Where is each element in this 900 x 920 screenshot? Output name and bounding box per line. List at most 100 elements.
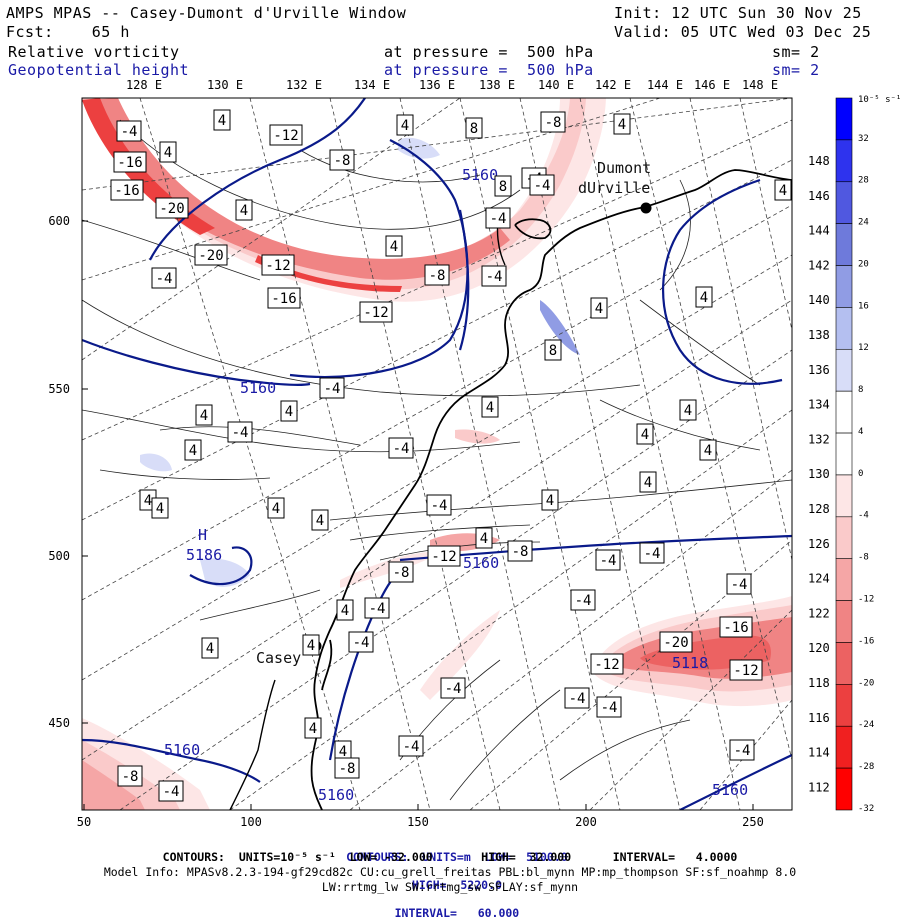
vorticity-label: -4 — [729, 739, 755, 761]
left-tick-label: 450 — [48, 716, 70, 730]
right-lon-label: 130 E — [808, 467, 844, 481]
colorbar-label: -32 — [858, 804, 874, 814]
svg-text:4: 4 — [307, 638, 315, 654]
grid-line — [329, 98, 501, 810]
svg-text:4: 4 — [285, 404, 293, 420]
vorticity-label: 4 — [159, 141, 177, 163]
vorticity-label: 4 — [636, 423, 654, 445]
vorticity-label: -8 — [507, 540, 533, 562]
colorbar-swatch — [835, 516, 853, 560]
vorticity-label: -12 — [427, 545, 461, 567]
vorticity-label: -4 — [529, 174, 555, 196]
vorticity-label: -20 — [659, 631, 693, 653]
colorbar-swatch — [835, 684, 853, 727]
svg-text:8: 8 — [549, 343, 557, 359]
grid-line — [82, 119, 792, 441]
svg-text:4: 4 — [144, 493, 152, 509]
vorticity-label: 4 — [304, 717, 322, 739]
vorticity-label: 4 — [151, 497, 169, 519]
svg-text:-4: -4 — [445, 681, 462, 697]
forecast-hour: Fcst: 65 h — [6, 23, 130, 41]
right-lon-label: 140 E — [808, 293, 844, 307]
vorticity-label: 4 — [385, 235, 403, 257]
svg-text:-8: -8 — [122, 769, 139, 785]
svg-text:-4: -4 — [731, 577, 748, 593]
vorticity-label: 8 — [465, 117, 483, 139]
vorticity-label: -8 — [334, 757, 360, 779]
init-time: Init: 12 UTC Sun 30 Nov 25 — [614, 4, 862, 22]
vorticity-label: -8 — [540, 111, 566, 133]
vorticity-label: 8 — [544, 339, 562, 361]
svg-text:-4: -4 — [600, 553, 617, 569]
svg-text:-4: -4 — [431, 498, 448, 514]
right-lon-label: 122 E — [808, 606, 844, 620]
vorticity-label: 4 — [613, 113, 631, 135]
grid-line — [579, 98, 741, 810]
colorbar-label: -16 — [858, 636, 874, 646]
vorticity-label: 4 — [235, 199, 253, 221]
vorticity-label: -4 — [481, 265, 507, 287]
vorticity-label: 4 — [590, 297, 608, 319]
vorticity-label: -4 — [595, 549, 621, 571]
top-longitude-labels: 128 E 130 E 132 E 134 E 136 E 138 E 140 E 142 E… — [0, 0, 900, 100]
vorticity-label: -4 — [564, 687, 590, 709]
height-contour-high: HIGH= 5220.0 — [411, 878, 502, 892]
colorbar-label: -28 — [858, 762, 874, 772]
colorbar-swatch — [835, 223, 853, 266]
vorticity-label: -8 — [329, 149, 355, 171]
vorticity-label: 4 — [280, 400, 298, 422]
right-lon-label: 136 E — [808, 363, 844, 377]
vorticity-label: 4 — [774, 179, 792, 201]
left-tick-label: 550 — [48, 382, 70, 396]
svg-text:-4: -4 — [163, 784, 180, 800]
vorticity-label: 4 — [475, 527, 493, 549]
svg-text:4: 4 — [684, 403, 692, 419]
vorticity-label: 4 — [184, 439, 202, 461]
svg-text:4: 4 — [779, 183, 787, 199]
right-lon-label: 134 E — [808, 398, 844, 412]
dumont-durville-label-line2: dUrville — [578, 179, 650, 197]
svg-text:4: 4 — [641, 427, 649, 443]
model-info-radiation: LW:rrtmg_lw SW:rrtmg_sw SFLAY:sf_mynn — [321, 880, 579, 894]
vorticity-label: 4 — [679, 399, 697, 421]
svg-text:4: 4 — [480, 531, 488, 547]
colorbar-swatch — [835, 725, 853, 769]
vorticity-label: 4 — [481, 396, 499, 418]
svg-text:4: 4 — [272, 501, 280, 517]
vorticity-label: 4 — [201, 637, 219, 659]
colorbar-label: -24 — [858, 720, 874, 730]
colorbar-swatch — [835, 307, 853, 350]
field1-level: at pressure = 500 hPa — [384, 43, 594, 61]
svg-text:-4: -4 — [534, 178, 551, 194]
colorbar-swatch — [835, 642, 853, 685]
axis-ticks: 600 550 500 450 50 100 150 200 250 — [48, 214, 764, 829]
vorticity-label: -4 — [116, 120, 142, 142]
colorbar-swatch — [835, 600, 853, 643]
svg-text:-4: -4 — [734, 743, 751, 759]
svg-text:-12: -12 — [265, 258, 290, 274]
vorticity-label: 4 — [639, 471, 657, 493]
colorbar-swatch — [835, 348, 853, 392]
vorticity-label: -4 — [398, 735, 424, 757]
lat-lon-grid — [82, 98, 792, 810]
right-lon-label: 128 E — [808, 502, 844, 516]
svg-text:8: 8 — [499, 179, 507, 195]
height-contour-label: CONTOURS: UNITS=m LOW= 5100.0 — [346, 850, 568, 864]
svg-text:4: 4 — [240, 203, 248, 219]
colorbar-swatch — [835, 767, 853, 811]
svg-text:4: 4 — [309, 721, 317, 737]
right-lon-label: 124 E — [808, 572, 844, 586]
svg-text:-16: -16 — [271, 291, 296, 307]
height-label: 5160 — [318, 786, 354, 804]
svg-text:-4: -4 — [490, 211, 507, 227]
field2-level: at pressure = 500 hPa — [384, 61, 594, 79]
colorbar-swatch — [835, 139, 853, 183]
colorbar-label: -12 — [858, 594, 874, 604]
svg-text:-20: -20 — [159, 201, 184, 217]
height-label: 5118 — [672, 654, 708, 672]
grid-line — [229, 409, 792, 810]
vorticity-label: 4 — [336, 599, 354, 621]
svg-text:4: 4 — [595, 301, 603, 317]
high-pressure-value: 5186 — [186, 546, 222, 564]
field2-smoothing: sm= 2 — [772, 61, 820, 79]
